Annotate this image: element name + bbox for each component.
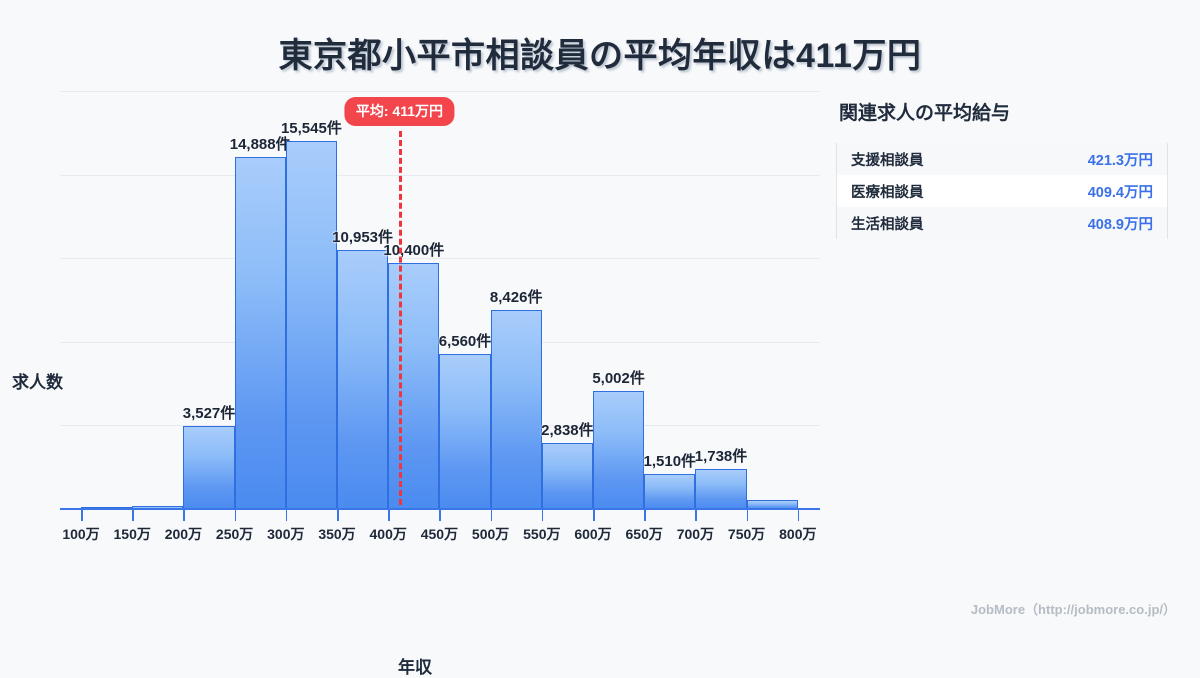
- bar: [337, 250, 389, 510]
- plot-area: 3,527件 14,888件 15,545件 10,953件 10,400件 6,560件…: [60, 91, 820, 510]
- x-tick-label: 700万: [676, 526, 715, 542]
- bar-value-label: 5,002件: [592, 370, 645, 388]
- x-tick: [644, 510, 646, 521]
- bar-value-label: 1,738件: [694, 447, 748, 465]
- job-title-cell: 支援相談員: [851, 152, 924, 169]
- related-salary-table: 支援相談員 421.3万円医療相談員 409.4万円生活相談員 408.9万円: [836, 143, 1168, 239]
- bar: [439, 354, 491, 510]
- chart-container: 求人数 3,527件 14,888件 15,545件 10,953件 10,400件 6,…: [0, 90, 830, 677]
- x-tick-label: 100万: [62, 526, 100, 542]
- bar: [644, 474, 696, 510]
- bar-value-label: 6,560件: [438, 333, 492, 351]
- bar-value-label: 14,888件: [229, 135, 291, 153]
- bar: [388, 263, 440, 510]
- average-badge: 平均: 411万円: [344, 97, 455, 126]
- x-tick-label: 300万: [267, 526, 305, 542]
- gridline: [60, 258, 820, 260]
- x-tick: [234, 510, 237, 521]
- x-tick: [388, 510, 390, 521]
- x-tick-label: 600万: [574, 526, 612, 542]
- x-axis-ticks: 100万 150万 200万 250万 300万 350万 400万 450万 500万 550万…: [60, 510, 820, 542]
- x-tick-label: 550万: [523, 526, 561, 542]
- x-axis-line: [60, 508, 820, 510]
- y-axis-label: 求人数: [12, 373, 63, 392]
- bar-value-label: 15,545件: [280, 120, 342, 138]
- x-tick: [439, 510, 441, 521]
- table-row: 医療相談員 409.4万円: [837, 175, 1167, 207]
- x-tick: [593, 510, 595, 521]
- x-tick-label: 150万: [113, 526, 151, 542]
- bar-value-label: 1,510件: [643, 453, 697, 471]
- job-title-cell: 生活相談員: [851, 216, 924, 233]
- gridline: [60, 341, 820, 343]
- bar-value-label: 10,953件: [332, 229, 394, 247]
- gridline: [60, 174, 820, 176]
- bar: [695, 468, 747, 510]
- related-salary-panel: 関連求人の平均給与 支援相談員 421.3万円医療相談員 409.4万円生活相談員 4…: [836, 98, 1186, 239]
- chart-page: 東京都小平市相談員の平均年収は411万円 求人数 3,527件 14,888件 15…: [0, 37, 1186, 677]
- x-tick-label: 200万: [164, 526, 203, 542]
- bar: [234, 156, 286, 510]
- x-tick-label: 400万: [369, 526, 407, 542]
- x-tick: [132, 510, 134, 521]
- bar: [593, 391, 645, 510]
- x-tick-label: 250万: [215, 526, 254, 542]
- x-tick-label: 350万: [318, 526, 356, 542]
- x-tick: [797, 510, 800, 521]
- table-row: 支援相談員 421.3万円: [837, 143, 1167, 175]
- x-tick: [337, 510, 339, 521]
- page-title: 東京都小平市相談員の平均年収は411万円: [278, 37, 922, 75]
- x-tick: [541, 510, 544, 521]
- x-tick-label: 750万: [727, 526, 766, 542]
- bar-value-label: 2,838件: [541, 421, 594, 439]
- related-salary-heading: 関連求人の平均給与: [839, 103, 1011, 124]
- x-axis-label: 年収: [398, 658, 432, 677]
- x-tick: [490, 510, 493, 521]
- average-salary-cell: 409.4万円: [1087, 184, 1153, 201]
- bar-value-label: 3,527件: [182, 405, 236, 423]
- x-tick-label: 500万: [471, 526, 510, 542]
- x-tick: [285, 510, 288, 521]
- x-tick-label: 650万: [625, 526, 663, 542]
- x-tick-label: 800万: [779, 526, 817, 542]
- bar: [183, 426, 235, 510]
- table-row: 生活相談員 408.9万円: [837, 207, 1167, 239]
- average-line: [399, 131, 403, 505]
- average-salary-cell: 421.3万円: [1087, 152, 1153, 169]
- average-salary-cell: 408.9万円: [1087, 216, 1153, 233]
- footer-attribution: JobMore（http://jobmore.co.jp/）: [970, 602, 1176, 617]
- bar: [541, 442, 593, 510]
- bar: [285, 141, 337, 510]
- x-tick: [695, 510, 697, 521]
- gridline: [60, 91, 820, 93]
- job-title-cell: 医療相談員: [851, 184, 924, 201]
- x-tick-label: 450万: [420, 526, 459, 542]
- bar-value-label: 8,426件: [489, 289, 543, 307]
- bar: [490, 310, 542, 510]
- bar-value-label: 10,400件: [383, 242, 445, 260]
- x-tick: [81, 510, 83, 521]
- x-tick: [183, 510, 185, 521]
- bar-series: 3,527件 14,888件 15,545件 10,953件 10,400件 6,560件…: [60, 95, 820, 510]
- x-tick: [746, 510, 749, 521]
